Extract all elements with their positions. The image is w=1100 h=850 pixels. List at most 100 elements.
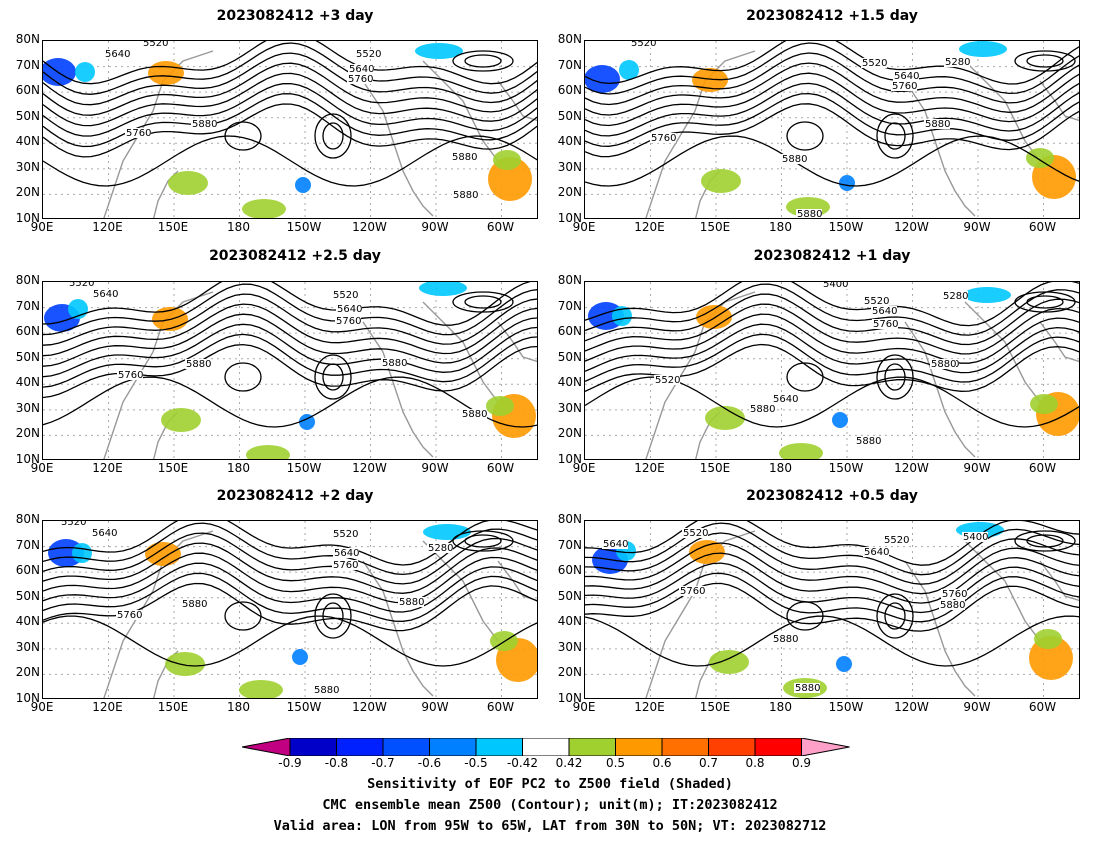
contour-label: 5400	[823, 282, 848, 290]
contour-label: 5520	[143, 41, 168, 49]
lon-tick-label: 180	[227, 700, 250, 714]
contour-label: 5880	[462, 409, 487, 420]
lon-tick-label: 60W	[1028, 700, 1057, 714]
lon-tick-label: 120E	[634, 700, 665, 714]
colorbar-tick-label: 0.8	[745, 756, 765, 770]
contour-label: 5760	[117, 610, 142, 621]
lon-tick-label: 150W	[286, 700, 322, 714]
lon-tick-label: 120E	[634, 220, 665, 234]
colorbar	[242, 738, 850, 756]
lon-tick-label: 150W	[286, 461, 322, 475]
lat-tick-label: 40N	[557, 134, 582, 149]
colorbar-segment	[615, 738, 663, 756]
lon-tick-label: 120E	[634, 461, 665, 475]
colorbar-segment	[708, 738, 756, 756]
lat-tick-label: 50N	[557, 588, 582, 603]
contour-label: 5880	[182, 599, 207, 610]
contour-label: 5880	[314, 685, 339, 696]
colorbar-segment	[475, 738, 523, 756]
lat-tick-label: 40N	[15, 134, 40, 149]
colorbar-tick-label: 0.9	[791, 756, 812, 770]
lon-tick-label: 120W	[352, 461, 387, 475]
lon-tick-label: 180	[227, 220, 250, 234]
map-panel: 5520 5640 5520 5640 5760 5760 5880 5880 5880	[42, 40, 538, 219]
lat-tick-label: 30N	[557, 159, 582, 174]
lat-tick-label: 20N	[557, 185, 582, 200]
contour-label: 5520	[333, 290, 358, 301]
lat-tick-label: 10N	[557, 211, 582, 225]
contour-label: 5760	[680, 586, 705, 597]
contour-label: 5640	[93, 289, 118, 300]
contour-label: 5520	[864, 296, 889, 307]
lat-tick-label: 30N	[15, 400, 40, 415]
lat-tick-label: 50N	[557, 349, 582, 364]
lon-tick-label: 60W	[1028, 220, 1057, 234]
lon-tick-label: 60W	[486, 700, 515, 714]
contour-label: 5880	[453, 190, 478, 201]
contour-label: 5760	[118, 370, 143, 381]
lon-tick-label: 90E	[30, 461, 54, 475]
lat-tick-label: 20N	[557, 426, 582, 441]
lat-tick-label: 70N	[557, 57, 582, 72]
contour-label: 5520	[683, 528, 708, 539]
lon-tick-label: 120E	[92, 220, 123, 234]
contour-label: 5640	[864, 547, 889, 558]
lon-tick-label: 120E	[92, 700, 123, 714]
lat-tick-label: 50N	[15, 108, 40, 123]
contour-label: 5520	[333, 529, 358, 540]
lat-tick-label: 30N	[15, 159, 40, 174]
colorbar-segment	[522, 738, 570, 756]
contour-label: 5880	[782, 154, 807, 165]
caption-line-1: Sensitivity of EOF PC2 to Z500 field (Sh…	[367, 776, 733, 792]
lat-tick-label: 60N	[557, 83, 582, 98]
colorbar-tick-label: -0.8	[324, 756, 349, 770]
lat-tick-label: 80N	[557, 512, 582, 526]
lat-tick-label: 20N	[15, 665, 40, 680]
lat-tick-label: 50N	[557, 108, 582, 123]
contour-label: 5760	[892, 81, 917, 92]
lon-tick-label: 90W	[963, 700, 991, 714]
colorbar-segment	[568, 738, 616, 756]
map-panel: 5520 5640 5520 5640 5760 5280 5880 5760 5880 5880	[42, 520, 538, 699]
lon-tick-label: 60W	[486, 461, 515, 475]
lon-tick-label: 120W	[894, 220, 929, 234]
map-panel: 5520 5280 5520 5640 5760 5760 5880 5880 5880	[584, 40, 1080, 219]
lat-tick-label: 10N	[15, 691, 40, 705]
lon-tick-label: 150W	[828, 220, 864, 234]
lon-tick-label: 90W	[421, 461, 449, 475]
contour-label: 5640	[337, 304, 362, 315]
contour-label: 5520	[655, 375, 680, 386]
lat-tick-label: 10N	[15, 452, 40, 466]
lon-tick-label: 90W	[963, 220, 991, 234]
lon-tick-label: 150W	[286, 220, 322, 234]
map-panel: 5400528055205640576055205640576058805880…	[584, 281, 1080, 460]
lat-tick-label: 70N	[557, 537, 582, 552]
colorbar-tick-label: -0.5	[464, 756, 488, 770]
lon-tick-label: 150E	[157, 461, 189, 475]
lon-tick-label: 180	[769, 461, 792, 475]
lon-tick-label: 120W	[352, 700, 387, 714]
lat-tick-label: 40N	[15, 375, 40, 390]
lat-tick-label: 30N	[15, 639, 40, 654]
contour-label: 5640	[773, 394, 798, 405]
lat-tick-label: 30N	[557, 639, 582, 654]
lon-tick-label: 60W	[1028, 461, 1057, 475]
lat-tick-label: 70N	[15, 298, 40, 313]
lon-tick-label: 60W	[486, 220, 515, 234]
contour-label: 5520	[356, 49, 381, 60]
contour-label: 5760	[126, 128, 151, 139]
panel-title: 2023082412 +2.5 day	[209, 248, 381, 264]
contour-label: 5280	[943, 291, 968, 302]
contour-label: 5880	[750, 404, 775, 415]
colorbar-segment	[289, 738, 337, 756]
contour-label: 5640	[105, 49, 130, 60]
caption-line-3: Valid area: LON from 95W to 65W, LAT fro…	[273, 818, 827, 834]
lat-tick-label: 20N	[557, 665, 582, 680]
colorbar-tick-label: 0.6	[652, 756, 672, 770]
lat-tick-label: 60N	[557, 563, 582, 578]
contour-label: 5880	[940, 600, 965, 611]
lon-tick-label: 90W	[421, 220, 449, 234]
lon-tick-label: 180	[227, 461, 250, 475]
contour-label: 5760	[348, 74, 373, 85]
contour-label: 5880	[192, 119, 217, 130]
